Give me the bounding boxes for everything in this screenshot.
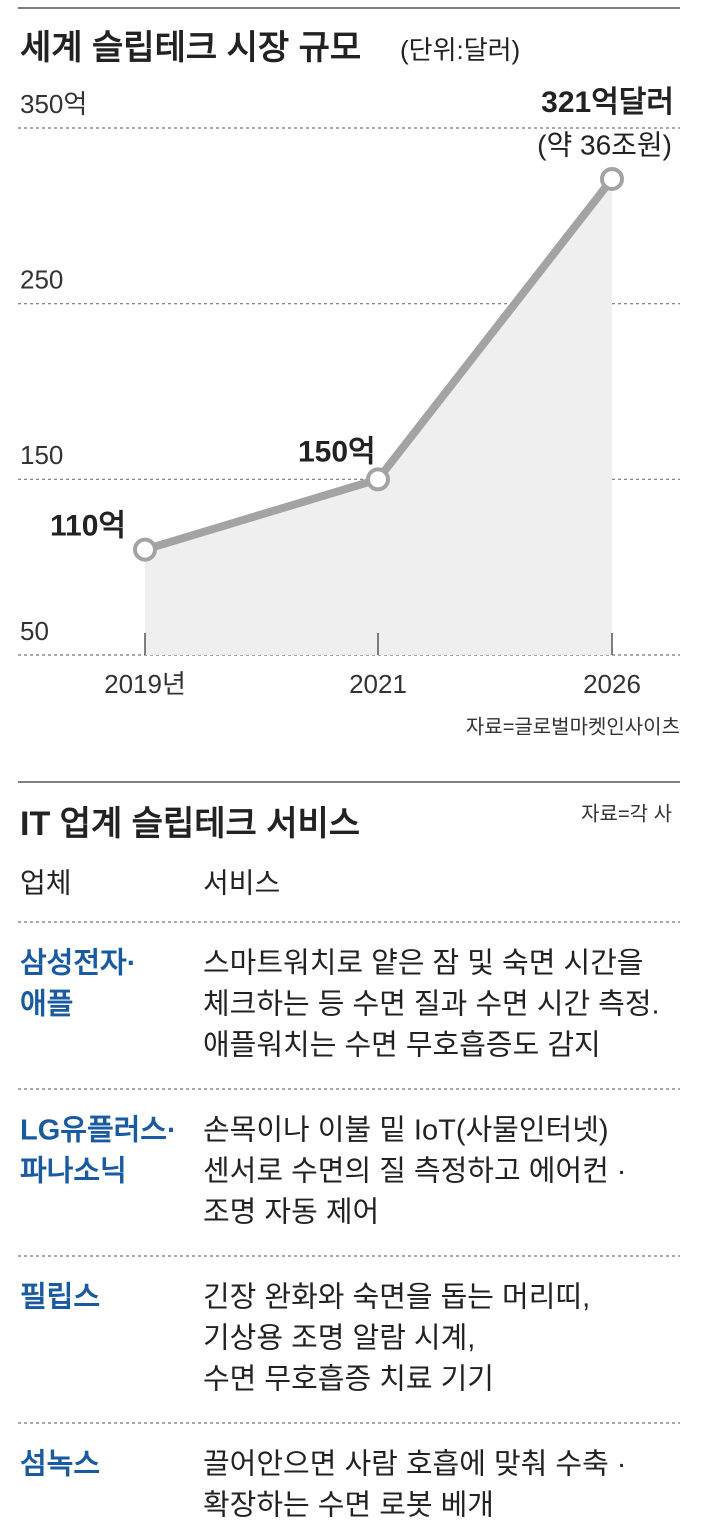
- x-tick-label: 2021: [349, 669, 407, 699]
- service: 조명 자동 제어: [203, 1197, 379, 1229]
- value-label: 110억: [50, 510, 126, 543]
- service: 확장하는 수면 로봇 베개: [203, 1489, 494, 1522]
- annotation: (약 36조원): [537, 129, 672, 160]
- x-tick-label: 2026: [583, 669, 641, 699]
- company: 삼성전자·: [20, 947, 136, 980]
- company: 섬녹스: [20, 1448, 100, 1481]
- area: [145, 178, 612, 655]
- chart-title: 세계 슬립테크 시장 규모: [20, 29, 361, 67]
- company: LG유플러스·: [20, 1114, 177, 1147]
- x-tick-label: 2019년: [104, 669, 186, 699]
- point: [366, 467, 390, 492]
- chart-source: 자료=글로벌마켓인사이츠: [466, 715, 680, 738]
- service: 손목이나 이불 밑 IoT(사물인터넷): [203, 1115, 609, 1147]
- point: [133, 537, 157, 562]
- service: 수면 무호흡증 치료 기기: [203, 1363, 494, 1396]
- service: 스마트워치로 얕은 잠 및 숙면 시간을: [203, 947, 644, 980]
- service: 기상용 조명 알람 시계,: [203, 1323, 475, 1355]
- service: 긴장 완화와 숙면을 돕는 머리띠,: [203, 1281, 590, 1314]
- table-title: IT 업계 슬립테크 서비스: [20, 805, 360, 843]
- y-tick-label: 250: [20, 265, 63, 295]
- table-source: 자료=각 사: [581, 802, 672, 825]
- company: 파나소닉: [20, 1155, 127, 1188]
- y-tick-label: 350억: [20, 89, 87, 119]
- y-tick-label: 50: [20, 616, 49, 646]
- point: [600, 166, 624, 191]
- service: 애플워치는 수면 무호흡증도 감지: [203, 1029, 601, 1062]
- service: 끌어안으면 사람 호흡에 맞춰 수축 ·: [203, 1448, 626, 1481]
- header-service: 서비스: [203, 867, 280, 898]
- y-tick-label: 150: [20, 440, 63, 470]
- service: 센서로 수면의 질 측정하고 에어컨 ·: [203, 1155, 626, 1188]
- chart-subtitle: (단위:달러): [400, 35, 520, 65]
- value-label: 150억: [298, 435, 376, 468]
- company: 애플: [20, 988, 73, 1021]
- value-label: 321억달러: [541, 86, 674, 119]
- header-company: 업체: [20, 867, 72, 898]
- company: 필립스: [20, 1281, 100, 1314]
- service: 체크하는 등 수면 질과 수면 시간 측정.: [203, 988, 660, 1021]
